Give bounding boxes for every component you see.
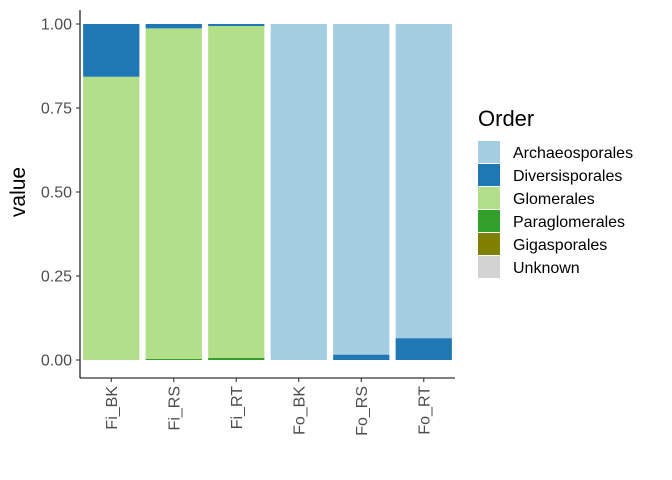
- legend-label-archaeosporales: Archaeosporales: [513, 145, 633, 162]
- legend-label-paraglomerales: Paraglomerales: [513, 214, 625, 231]
- x-tick-label-Fo_RT: Fo_RT: [416, 386, 433, 435]
- bar-segment-Fo_RT-archaeosporales: [395, 24, 452, 339]
- legend: Order Archaeosporales Diversisporales Glom…: [478, 106, 633, 278]
- legend-swatch-glomerales: [478, 187, 500, 209]
- legend-swatch-paraglomerales: [478, 210, 500, 232]
- bar-segment-Fi_RT-paraglomerales: [208, 357, 265, 360]
- bar-segment-Fi_RS-paraglomerales: [145, 358, 202, 360]
- bar-segment-Fo_RT-diversisporales: [395, 338, 452, 360]
- legend-title: Order: [478, 106, 534, 131]
- x-tick-label-Fi_BK: Fi_BK: [104, 386, 121, 430]
- x-tick-label-Fo_BK: Fo_BK: [291, 386, 308, 435]
- y-axis-ticks: 0.00 0.25 0.50 0.75 1.00: [41, 17, 80, 370]
- x-axis-ticks: Fi_BK Fi_RS Fi_RT Fo_BK Fo_RS Fo_RT: [104, 378, 433, 436]
- legend-label-unknown: Unknown: [513, 260, 580, 277]
- legend-label-diversisporales: Diversisporales: [513, 168, 622, 185]
- bar-segment-Fi_RT-glomerales: [208, 26, 265, 358]
- y-tick-label: 0.75: [41, 101, 72, 118]
- y-tick-label: 1.00: [41, 17, 72, 34]
- x-tick-label-Fi_RS: Fi_RS: [166, 386, 183, 430]
- legend-swatch-archaeosporales: [478, 141, 500, 163]
- bar-segment-Fi_RT-diversisporales: [208, 24, 265, 27]
- legend-label-glomerales: Glomerales: [513, 191, 595, 208]
- legend-label-gigasporales: Gigasporales: [513, 237, 607, 254]
- bar-segment-Fo_RS-diversisporales: [333, 354, 390, 360]
- legend-swatch-diversisporales: [478, 164, 500, 186]
- bar-segment-Fi_BK-diversisporales: [83, 24, 140, 77]
- bar-segment-Fo_RS-archaeosporales: [333, 24, 390, 355]
- legend-swatch-gigasporales: [478, 233, 500, 255]
- legend-swatch-unknown: [478, 256, 500, 278]
- y-tick-label: 0.50: [41, 185, 72, 202]
- x-tick-label-Fo_RS: Fo_RS: [354, 386, 371, 436]
- y-tick-label: 0.25: [41, 269, 72, 286]
- bar-segment-Fo_BK-archaeosporales: [270, 24, 327, 360]
- bar-segment-Fi_BK-glomerales: [83, 76, 140, 360]
- bars-layer: [83, 24, 452, 360]
- y-axis-title: value: [7, 167, 30, 217]
- bar-segment-Fi_RS-glomerales: [145, 28, 202, 359]
- y-tick-label: 0.00: [41, 353, 72, 370]
- bar-segment-Fi_RS-diversisporales: [145, 24, 202, 29]
- x-tick-label-Fi_RT: Fi_RT: [229, 386, 246, 429]
- legend-items: Archaeosporales Diversisporales Glomerales…: [478, 141, 633, 278]
